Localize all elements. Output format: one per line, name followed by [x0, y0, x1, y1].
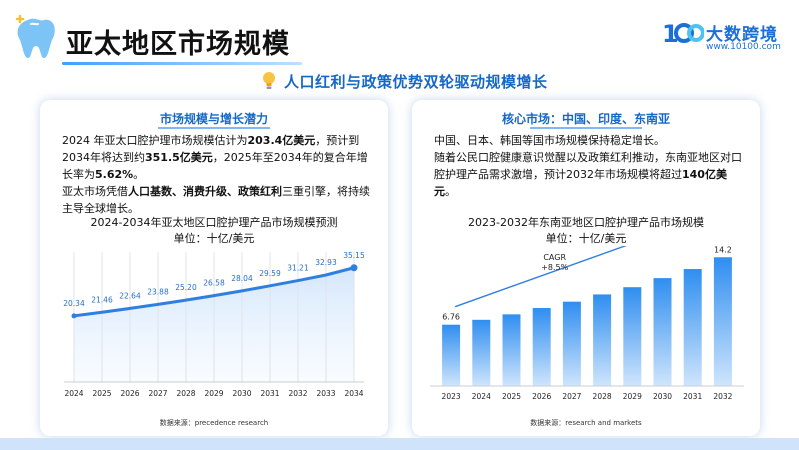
chart-title: 2024-2034年亚太地区口腔护理产品市场规模预测	[90, 216, 338, 229]
text-span: 三重引擎，将持续主导全球增长。	[62, 185, 370, 215]
cagr-annotation: CAGR	[543, 253, 566, 262]
x-tick-label: 2026	[532, 392, 551, 401]
heading-underline	[158, 127, 270, 129]
x-tick-label: 2025	[92, 389, 111, 398]
highlight-value: 140亿美元	[434, 168, 727, 198]
page-title: 亚太地区市场规模	[66, 29, 290, 60]
bar	[442, 324, 461, 386]
x-tick-label: 2027	[562, 392, 581, 401]
data-label: 14.2	[714, 246, 732, 254]
x-tick-label: 2032	[713, 392, 732, 401]
logo-name: 大数跨境	[706, 25, 778, 45]
series-line	[72, 266, 356, 318]
brand-logo: 1 大数跨境 www.10100.com	[662, 18, 787, 62]
svg-text:1: 1	[662, 20, 679, 48]
data-source: 数据来源：precedence research	[159, 419, 269, 427]
x-tick-label: 2031	[683, 392, 702, 401]
data-source: 数据来源：research and markets	[530, 419, 642, 427]
text-span: 2024 年亚太口腔护理市场规模估计为	[62, 134, 248, 147]
chart-title: 2023-2032年东南亚地区口腔护理产品市场规模	[468, 216, 704, 229]
x-tick-label: 2029	[204, 389, 223, 398]
sea-market-card: 核心市场：中国、印度、东南亚 中国、日本、韩国等国市场规模保持稳定增长。 随着公…	[412, 100, 760, 436]
x-tick-label: 2028	[176, 389, 195, 398]
data-label: 22.64	[119, 291, 141, 300]
logo-mark-icon: 1	[662, 20, 704, 48]
logo-url: www.10100.com	[706, 42, 781, 52]
trend-arrow-line	[454, 246, 627, 308]
bar	[502, 314, 521, 386]
end-point	[350, 264, 358, 272]
x-tick-label: 2025	[502, 392, 521, 401]
subtitle-text: 人口红利与政策优势双轮驱动规模增长	[284, 72, 548, 91]
bar	[683, 269, 702, 386]
highlight-value: 人口基数、消费升级、政策红利	[128, 185, 282, 198]
x-tick-label: 2031	[260, 389, 279, 398]
text-span: 随着公民口腔健康意识觉醒以及政策红利推动，东南亚地区对口腔护理产品需求激增，预计…	[434, 151, 742, 181]
data-label: 32.93	[315, 258, 337, 267]
header: 亚太地区市场规模 1 大数跨境 www.10100.com	[0, 0, 799, 70]
card-paragraph: 中国、日本、韩国等国市场规模保持稳定增长。 随着公民口腔健康意识觉醒以及政策红利…	[434, 132, 748, 200]
highlight-value: 5.62%	[95, 168, 134, 181]
bar	[562, 301, 581, 386]
data-label: 23.88	[147, 287, 169, 296]
x-tick-label: 2026	[120, 389, 139, 398]
bar	[593, 294, 612, 386]
card-paragraph: 2024 年亚太口腔护理市场规模估计为203.4亿美元，预计到2034年将达到约…	[62, 132, 376, 217]
card-heading: 核心市场：中国、印度、东南亚	[501, 112, 670, 126]
x-tick-label: 2030	[653, 392, 672, 401]
text-span: ，预计到2034年将达到约	[62, 134, 360, 164]
apac-line-chart: 20.34 21.46 22.64 23.88 25.20 26.58 28.04 29.59…	[63, 251, 365, 398]
sea-bar-chart: 2023 2024 2025 2026 2027 2028 2029 2030 2031 2032…	[430, 246, 744, 401]
lightbulb-icon	[263, 72, 275, 89]
bar	[653, 278, 672, 386]
bar	[532, 308, 551, 386]
text-span: 。	[133, 168, 145, 181]
x-tick-label: 2030	[232, 389, 251, 398]
x-tick-label: 2033	[316, 389, 335, 398]
bar	[472, 319, 491, 386]
text-span: 中国、日本、韩国等国市场规模保持稳定增长。	[434, 134, 665, 147]
text-span: 亚太市场凭借	[62, 185, 128, 198]
data-label: 29.59	[259, 269, 281, 278]
highlight-value: 351.5亿美元	[145, 151, 213, 164]
x-tick-label: 2024	[472, 392, 491, 401]
chart-unit: 单位：十亿/美元	[545, 232, 627, 245]
x-tick-label: 2032	[288, 389, 307, 398]
data-label: 25.20	[175, 283, 197, 292]
cagr-annotation: +8.5%	[541, 263, 568, 272]
bottom-band	[0, 438, 799, 450]
card-heading: 市场规模与增长潜力	[159, 112, 268, 126]
apac-market-card: 市场规模与增长潜力 2024 年亚太口腔护理市场规模估计为203.4亿美元，预计…	[40, 100, 388, 436]
text-span: 。	[445, 185, 456, 198]
subtitle-banner: 人口红利与政策优势双轮驱动规模增长	[262, 68, 548, 94]
heading-underline	[530, 127, 642, 129]
x-tick-label: 2024	[64, 389, 83, 398]
data-label: 21.46	[91, 295, 113, 304]
data-label: 28.04	[231, 274, 253, 283]
x-tick-label: 2023	[442, 392, 461, 401]
tooth-icon	[15, 14, 55, 58]
data-label: 26.58	[203, 279, 225, 288]
title-underline	[62, 62, 302, 65]
data-label: 20.34	[63, 299, 85, 308]
x-tick-label: 2027	[148, 389, 167, 398]
start-point	[71, 313, 77, 319]
x-tick-label: 2029	[623, 392, 642, 401]
chart-unit: 单位：十亿/美元	[173, 232, 255, 245]
data-label: 6.76	[442, 313, 460, 322]
data-label: 31.21	[287, 264, 309, 273]
data-label: 35.15	[343, 251, 365, 260]
x-tick-label: 2028	[593, 392, 612, 401]
bar	[713, 257, 732, 386]
x-tick-label: 2034	[344, 389, 363, 398]
text-span: ，2025年至2034年的复合年增长率为	[62, 151, 368, 181]
bar	[623, 287, 642, 386]
highlight-value: 203.4亿美元	[247, 134, 316, 147]
